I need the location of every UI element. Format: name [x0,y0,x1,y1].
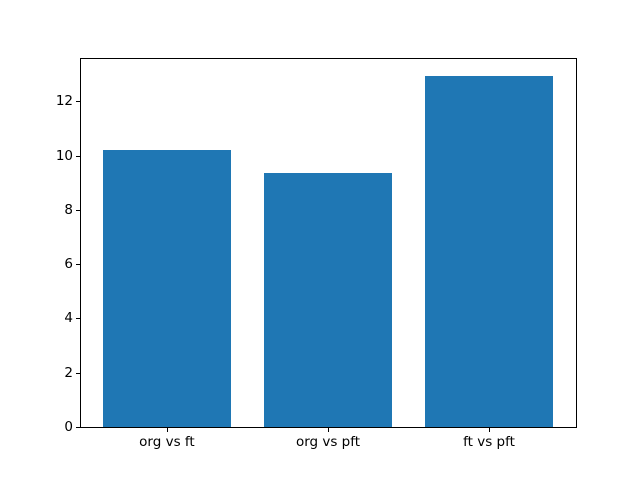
y-tick-label: 2 [64,364,73,381]
y-tick-mark [76,264,80,266]
y-tick-mark [76,318,80,320]
y-tick-mark [76,101,80,103]
x-tick-mark [489,428,491,432]
y-tick-mark [76,155,80,157]
y-tick-mark [76,427,80,428]
x-tick-label: ft vs pft [463,434,515,450]
bar-org-vs-pft [263,173,393,427]
bar-org-vs-ft [102,150,232,427]
y-tick-label: 10 [55,147,73,164]
bar-ft-vs-pft [424,75,554,427]
y-tick-label: 8 [64,201,73,218]
x-tick-mark [328,428,329,432]
x-tick-label: org vs ft [139,434,195,450]
x-tick-mark [166,428,168,432]
x-tick-label: org vs pft [295,434,361,450]
y-tick-label: 0 [64,419,73,435]
y-tick-label: 6 [64,256,73,273]
y-tick-label: 12 [55,93,73,110]
y-tick-label: 4 [64,310,73,327]
y-tick-mark [76,209,80,211]
y-tick-mark [76,372,80,374]
